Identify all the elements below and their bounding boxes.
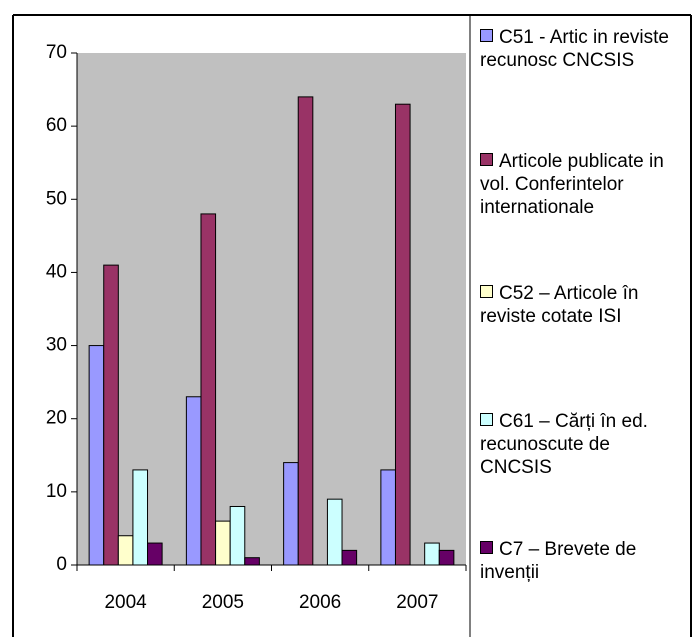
legend-item: C51 - Artic in reviste recunosc CNCSIS — [480, 26, 685, 72]
bar — [394, 103, 411, 566]
y-tick-label: 30 — [46, 335, 67, 356]
legend-label: C7 – Brevete de invenții — [480, 539, 637, 583]
bar — [380, 469, 396, 566]
legend-swatch — [480, 29, 493, 42]
legend-swatch — [480, 153, 493, 166]
bar — [229, 505, 246, 566]
bar — [117, 535, 134, 566]
y-tick-label: 70 — [46, 42, 67, 63]
bar — [244, 557, 260, 566]
x-tick-label: 2006 — [299, 592, 341, 613]
y-tick-label: 20 — [46, 408, 67, 429]
bar — [215, 520, 231, 566]
bar — [438, 549, 455, 566]
x-tick-label: 2007 — [396, 592, 438, 613]
legend-label: Articole publicate in vol. Conferintelor… — [480, 151, 664, 218]
legend-item: C52 – Articole în reviste cotate ISI — [480, 282, 685, 328]
bar — [88, 345, 105, 566]
y-tick-label: 10 — [46, 481, 67, 502]
y-tick-label: 40 — [46, 261, 67, 282]
bar — [103, 264, 119, 566]
bar — [326, 498, 343, 566]
bar — [185, 396, 202, 566]
bar — [147, 542, 163, 566]
bar — [132, 469, 149, 566]
y-tick-label: 60 — [46, 115, 67, 136]
legend-label: C51 - Artic in reviste recunosc CNCSIS — [480, 27, 669, 71]
legend-swatch — [480, 413, 493, 426]
bar — [283, 462, 299, 566]
y-tick-label: 50 — [46, 188, 67, 209]
legend-item: C61 – Cărți în ed. recunoscute de CNCSIS — [480, 410, 685, 479]
bar — [200, 213, 217, 566]
legend-swatch — [480, 541, 493, 554]
legend-label: C52 – Articole în reviste cotate ISI — [480, 283, 639, 327]
legend-label: C61 – Cărți în ed. recunoscute de CNCSIS — [480, 411, 648, 478]
bar — [297, 96, 314, 566]
legend-item: C7 – Brevete de invenții — [480, 538, 685, 584]
bar — [341, 549, 358, 566]
x-tick-label: 2005 — [202, 592, 244, 613]
legend-swatch — [480, 285, 493, 298]
y-tick-label: 0 — [56, 554, 67, 575]
legend-item: Articole publicate in vol. Conferintelor… — [480, 150, 685, 219]
x-tick-label: 2004 — [104, 592, 147, 613]
bar — [424, 542, 440, 566]
